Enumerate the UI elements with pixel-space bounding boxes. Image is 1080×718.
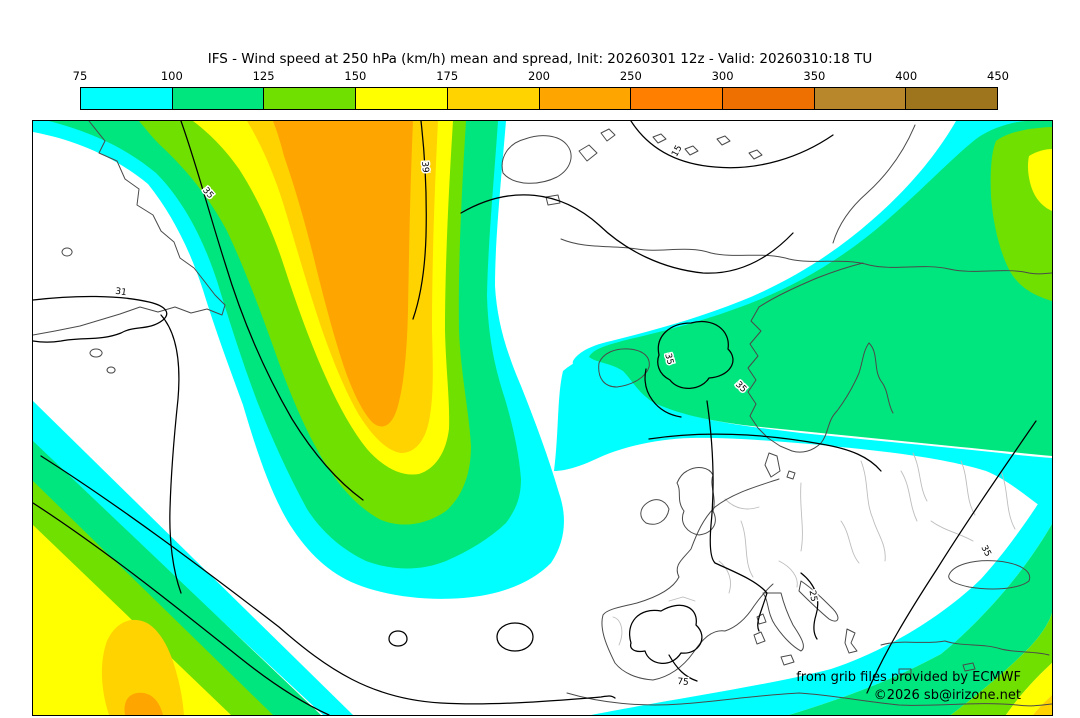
italy-coast — [762, 592, 804, 652]
great-britain-coast — [676, 467, 716, 536]
greenland-coast — [33, 121, 226, 336]
se-cyan-band — [591, 481, 1052, 715]
contour-value-label: 31 — [115, 287, 128, 298]
sw-jet-yellow-band — [33, 525, 231, 715]
north-africa-coast — [566, 692, 1052, 707]
colorbar-segment-125-150 — [264, 88, 357, 109]
colorbar-tick-200: 200 — [528, 69, 550, 83]
colorbar-segment-250-300 — [631, 88, 723, 109]
colorbar-tick-100: 100 — [160, 69, 183, 83]
contour-value-label: 25 — [807, 590, 819, 603]
svalbard-coast — [501, 135, 572, 184]
ireland-coast — [640, 499, 670, 525]
contour-value-label: 35 — [662, 352, 675, 366]
colorbar-tick-150: 150 — [344, 69, 367, 83]
colorbar-tick-450: 450 — [987, 69, 1009, 83]
colorbar-segment-350-400 — [814, 88, 907, 109]
country-borders — [612, 452, 1016, 646]
spain-contour-ring — [629, 604, 703, 664]
attribution-source: from grib files provided by ECMWF — [796, 670, 1021, 685]
sw-jet-gold-core — [101, 619, 184, 715]
colorbar-segment-75-100 — [81, 88, 173, 109]
turkey-coast — [880, 640, 1050, 656]
colorbar-tick-400: 400 — [895, 69, 918, 83]
iceland-coast — [598, 348, 650, 388]
arctic-cyan-strip — [572, 121, 1026, 371]
european-coast — [601, 478, 780, 681]
colorbar-tick-75: 75 — [72, 69, 88, 83]
colorbar-tick-175: 175 — [436, 69, 459, 83]
scandinavia-green-region — [589, 121, 1052, 456]
denmark-coast — [764, 452, 781, 478]
colorbar-tick-350: 350 — [803, 69, 826, 83]
se-chartreuse-band — [951, 613, 1052, 715]
map-frame: 35 39 31 15 35 35 35 75 25 from grib files provi… — [32, 120, 1053, 716]
sw-jet-chartreuse-band — [33, 481, 273, 715]
colorbar-segment-300-350 — [722, 88, 815, 109]
coastlines — [33, 121, 1052, 707]
se-green-band — [789, 524, 1052, 715]
baltic-coast — [791, 342, 870, 453]
attribution-copyright: ©2026 sb@irizone.net — [873, 688, 1021, 703]
novaya-zemlya-coast — [832, 124, 916, 244]
sw-jet-orange-core — [124, 692, 163, 715]
colorbar-tick-250: 250 — [619, 69, 642, 83]
baltic-cyan-band — [554, 356, 1052, 514]
nw-jet-orange-core — [273, 121, 413, 427]
arctic-coast — [560, 238, 1052, 275]
wind-speed-bands — [33, 121, 1052, 715]
colorbar-segment-400-450 — [906, 88, 998, 109]
colorbar-segment-150-175 — [356, 88, 448, 109]
colorbar-segment-200-250 — [539, 88, 632, 109]
norway-contour-ring — [657, 321, 734, 389]
colorbar-tick-labels: 75 100 125 150 175 200 250 300 350 400 450 — [73, 69, 1009, 84]
chart-title: IFS - Wind speed at 250 hPa (km/h) mean … — [207, 51, 873, 67]
colorbar — [80, 87, 998, 110]
black-sea-coast — [948, 560, 1031, 590]
colorbar-tick-125: 125 — [252, 69, 275, 83]
balkans-coast — [798, 580, 839, 622]
ne-edge-yellow-patch — [1027, 149, 1052, 211]
contour-value-label: 75 — [677, 677, 689, 688]
sw-jet-cyan-band — [33, 401, 353, 715]
colorbar-segment-175-200 — [447, 88, 540, 109]
contour-value-label: 39 — [419, 161, 430, 174]
colorbar-tick-300: 300 — [711, 69, 734, 83]
colorbar-segment-100-125 — [172, 88, 265, 109]
contour-value-label: 35 — [978, 544, 992, 559]
spread-contours — [33, 121, 1037, 715]
se-yellow-band — [1006, 663, 1052, 715]
